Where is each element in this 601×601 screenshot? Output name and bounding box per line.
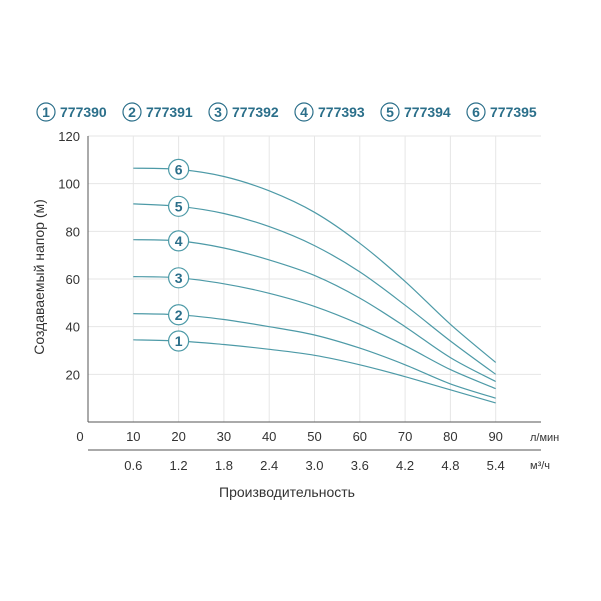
- x-tick-label: 30: [217, 429, 231, 444]
- curve-badge-number: 2: [175, 307, 183, 323]
- legend-badge-number: 5: [386, 104, 394, 120]
- legend-badge-circle: [208, 102, 228, 122]
- y-tick-label: 20: [66, 367, 80, 382]
- curves: [133, 167, 497, 404]
- legend-entry-label: 777391: [146, 104, 193, 120]
- x2-tick-label: 4.2: [396, 458, 414, 473]
- curve-5: [133, 203, 497, 375]
- x-tick-label: 60: [353, 429, 367, 444]
- curve-badge-number: 6: [175, 161, 183, 177]
- x2-tick-label: 3.0: [305, 458, 323, 473]
- axes: [87, 136, 541, 451]
- x2-tick-label: 3.6: [351, 458, 369, 473]
- legend: 1 777390 2 777391 3 777392 4 777393 5 777394 6 7773…: [36, 102, 537, 122]
- legend-entry-label: 777394: [404, 104, 451, 120]
- x-origin-label: 0: [76, 429, 83, 444]
- legend-badge-circle: [466, 102, 486, 122]
- legend-badge-number: 4: [300, 104, 308, 120]
- x2-tick-label: 2.4: [260, 458, 278, 473]
- y-tick-label: 60: [66, 272, 80, 287]
- curve-badge-circle: [168, 267, 190, 289]
- curve-4: [133, 239, 496, 383]
- curve-3: [133, 276, 496, 390]
- x-tick-label: 20: [171, 429, 185, 444]
- x-tick-label: 80: [443, 429, 457, 444]
- tick-labels: 20406080100120100.6201.2301.8402.4503.06…: [58, 129, 504, 473]
- x2-tick-label: 4.8: [441, 458, 459, 473]
- legend-badge-number: 3: [214, 104, 222, 120]
- x-axis-label: Производительность: [219, 484, 355, 500]
- x-tick-label: 40: [262, 429, 276, 444]
- grid: [88, 135, 541, 422]
- curve-badge-circle: [168, 158, 190, 180]
- x-unit-secondary: м³/ч: [530, 460, 550, 472]
- x-tick-label: 70: [398, 429, 412, 444]
- curve-2: [133, 313, 496, 399]
- x2-tick-label: 5.4: [487, 458, 505, 473]
- curve-badge-number: 3: [175, 270, 183, 286]
- y-axis-label: Создаваемый напор (м): [31, 199, 47, 355]
- x2-tick-label: 0.6: [124, 458, 142, 473]
- x-tick-label: 10: [126, 429, 140, 444]
- curve-badge-circle: [168, 304, 190, 326]
- legend-badge-circle: [36, 102, 56, 122]
- curve-badge-circle: [168, 230, 190, 252]
- legend-entry-label: 777393: [318, 104, 365, 120]
- y-tick-label: 40: [66, 320, 80, 335]
- curve-badge-number: 5: [175, 198, 183, 214]
- y-tick-label: 100: [58, 177, 80, 192]
- legend-entry-label: 777395: [490, 104, 537, 120]
- curve-6: [133, 167, 497, 363]
- curve-1: [133, 339, 496, 404]
- legend-entry-label: 777392: [232, 104, 279, 120]
- y-tick-label: 80: [66, 224, 80, 239]
- legend-badge-number: 1: [42, 104, 50, 120]
- x2-tick-label: 1.8: [215, 458, 233, 473]
- x-tick-label: 90: [488, 429, 502, 444]
- x-unit-primary: л/мин: [530, 432, 559, 444]
- y-tick-label: 120: [58, 129, 80, 144]
- legend-badge-circle: [380, 102, 400, 122]
- curve-badge-number: 4: [175, 233, 183, 249]
- curve-badge-number: 1: [175, 333, 183, 349]
- legend-badge-circle: [294, 102, 314, 122]
- legend-badge-number: 6: [472, 104, 480, 120]
- legend-badge-number: 2: [128, 104, 136, 120]
- x-tick-label: 50: [307, 429, 321, 444]
- x2-tick-label: 1.2: [170, 458, 188, 473]
- curve-badge-circle: [168, 330, 190, 352]
- legend-entry-label: 777390: [60, 104, 107, 120]
- curve-badge-circle: [168, 195, 190, 217]
- curve-badges: 1 2 3 4 5 6: [168, 158, 190, 352]
- legend-badge-circle: [122, 102, 142, 122]
